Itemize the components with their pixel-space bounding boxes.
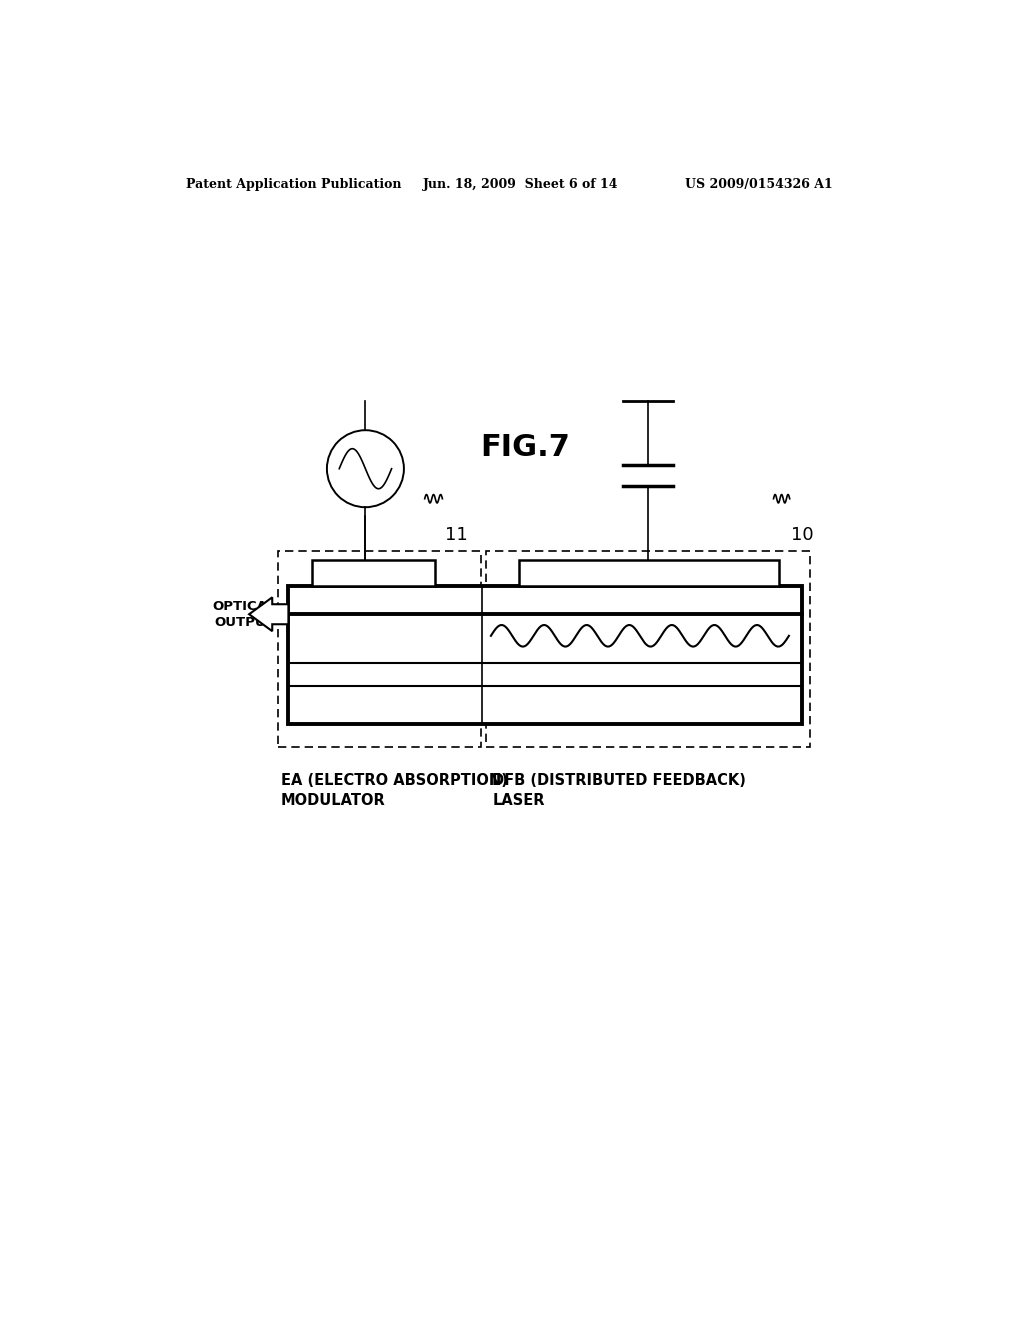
Text: Patent Application Publication: Patent Application Publication <box>186 178 401 190</box>
Text: FIG.7: FIG.7 <box>480 433 569 462</box>
FancyArrow shape <box>249 598 289 631</box>
Bar <box>311 560 435 586</box>
Text: 11: 11 <box>444 527 468 544</box>
Bar <box>519 560 779 586</box>
Text: EA (ELECTRO ABSORPTION)
MODULATOR: EA (ELECTRO ABSORPTION) MODULATOR <box>281 774 508 808</box>
Text: OPTICAL
OUTPUT: OPTICAL OUTPUT <box>212 599 275 628</box>
Text: US 2009/0154326 A1: US 2009/0154326 A1 <box>685 178 833 190</box>
Text: Jun. 18, 2009  Sheet 6 of 14: Jun. 18, 2009 Sheet 6 of 14 <box>423 178 618 190</box>
Text: 10: 10 <box>792 527 814 544</box>
Bar <box>289 586 802 725</box>
Bar <box>486 552 810 747</box>
Text: DFB (DISTRIBUTED FEEDBACK)
LASER: DFB (DISTRIBUTED FEEDBACK) LASER <box>493 774 746 808</box>
Bar <box>279 552 481 747</box>
